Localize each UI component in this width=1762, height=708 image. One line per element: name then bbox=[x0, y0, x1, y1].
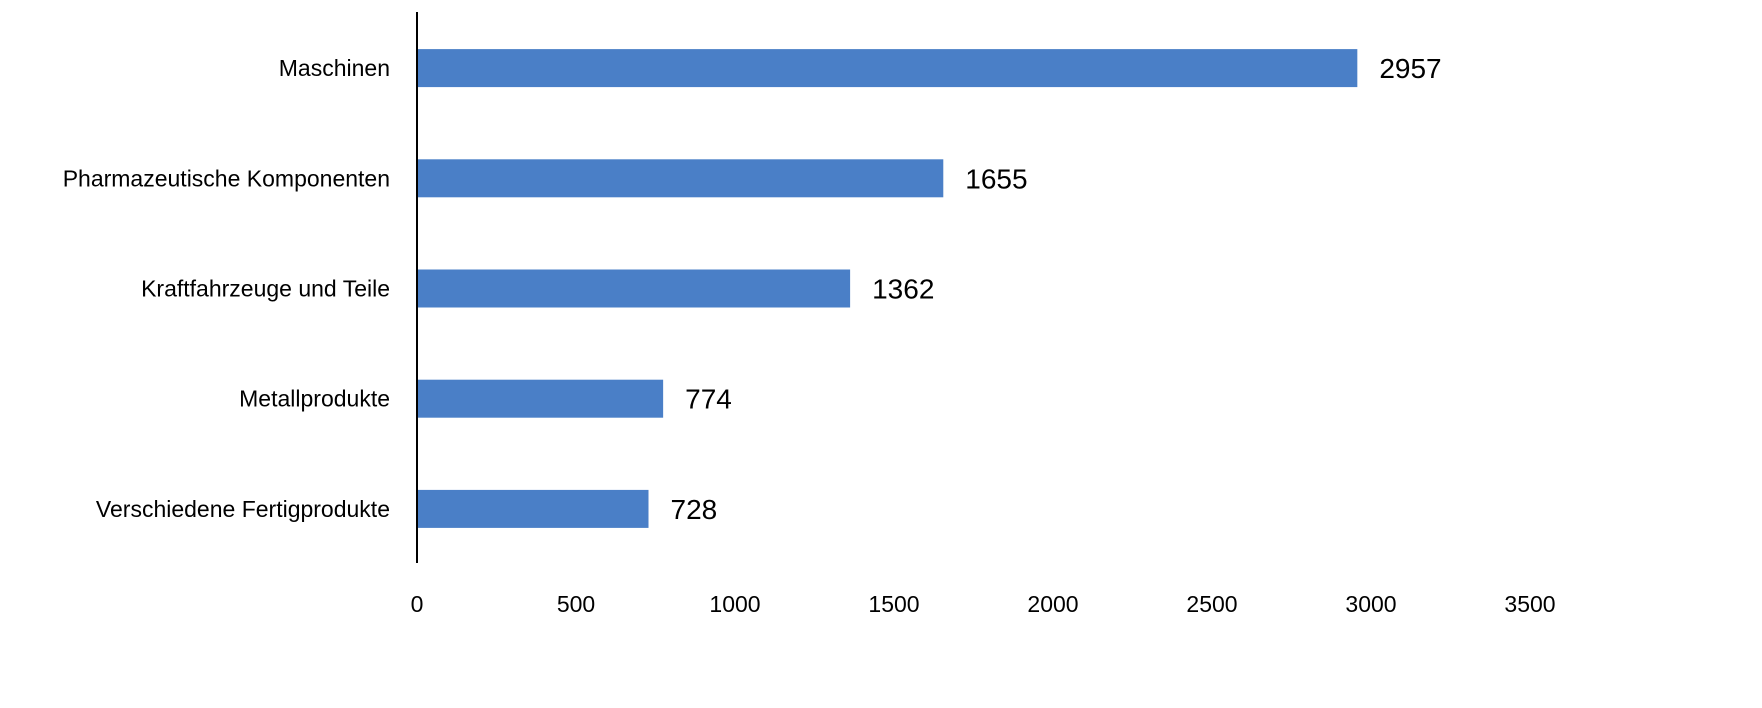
bar-0 bbox=[417, 49, 1358, 88]
data-label-1: 1655 bbox=[965, 163, 1027, 194]
category-label-4: Verschiedene Fertigprodukte bbox=[96, 496, 390, 522]
bar-1 bbox=[417, 159, 944, 198]
category-label-2: Kraftfahrzeuge und Teile bbox=[141, 276, 390, 302]
data-label-3: 774 bbox=[685, 384, 732, 415]
x-tick-label-7: 3500 bbox=[1504, 591, 1555, 617]
data-label-0: 2957 bbox=[1379, 53, 1441, 84]
x-tick-label-0: 0 bbox=[411, 591, 424, 617]
x-tick-label-1: 500 bbox=[557, 591, 595, 617]
bar-4 bbox=[417, 489, 649, 528]
category-label-3: Metallprodukte bbox=[239, 386, 390, 412]
x-tick-label-5: 2500 bbox=[1186, 591, 1237, 617]
bar-3 bbox=[417, 379, 664, 418]
data-label-2: 1362 bbox=[872, 274, 934, 305]
data-label-4: 728 bbox=[671, 494, 718, 525]
x-tick-label-3: 1500 bbox=[868, 591, 919, 617]
x-tick-label-4: 2000 bbox=[1027, 591, 1078, 617]
x-tick-label-6: 3000 bbox=[1345, 591, 1396, 617]
category-label-0: Maschinen bbox=[279, 55, 390, 81]
bar-2 bbox=[417, 269, 851, 308]
x-tick-label-2: 1000 bbox=[709, 591, 760, 617]
category-label-1: Pharmazeutische Komponenten bbox=[63, 165, 390, 191]
